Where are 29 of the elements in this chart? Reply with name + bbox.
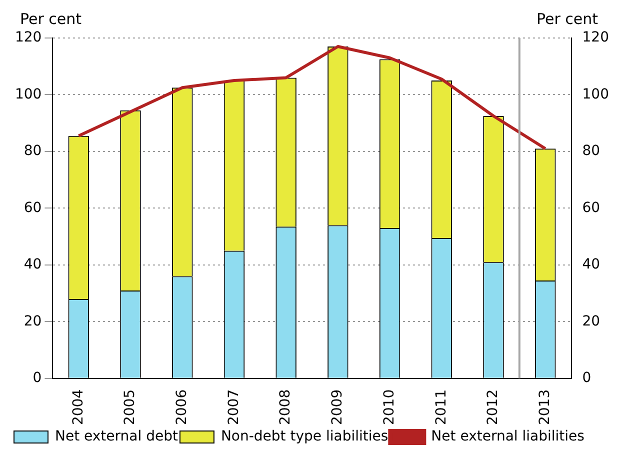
x-tick-label: 2007 bbox=[226, 389, 242, 426]
x-tick-label: 2013 bbox=[536, 389, 553, 426]
x-tick-label: 2011 bbox=[433, 389, 450, 426]
x-tick-label: 2012 bbox=[485, 389, 502, 426]
x-tick-label: 2004 bbox=[70, 389, 86, 426]
y-tick-label: 100 bbox=[14, 86, 42, 102]
y2-axis-title: Per cent bbox=[536, 10, 598, 28]
x-tick-label: 2009 bbox=[330, 389, 346, 426]
x-tick-label: 2010 bbox=[381, 389, 398, 426]
y2-tick-label: 60 bbox=[582, 200, 600, 216]
y2-tick-label: 120 bbox=[582, 30, 610, 46]
y-tick-label: 0 bbox=[32, 370, 42, 386]
y-tick-label: 80 bbox=[24, 143, 42, 160]
y-tick-label: 120 bbox=[14, 30, 42, 46]
legend-label: Net external liabilities bbox=[431, 428, 584, 445]
y-tick-label: 40 bbox=[24, 256, 42, 273]
y-tick-label: 60 bbox=[24, 200, 42, 216]
y2-tick-label: 100 bbox=[582, 86, 610, 102]
x-tick-label: 2008 bbox=[278, 389, 294, 426]
x-tick-label: 2006 bbox=[174, 389, 190, 426]
y2-tick-label: 40 bbox=[582, 256, 600, 273]
y-tick-label: 20 bbox=[24, 313, 42, 330]
legend-label: Non-debt type liabilities bbox=[220, 428, 388, 445]
y-axis-title: Per cent bbox=[20, 10, 82, 28]
legend-label: Net external debt bbox=[55, 428, 178, 445]
y2-tick-label: 0 bbox=[582, 370, 592, 386]
y2-tick-label: 80 bbox=[582, 143, 600, 160]
x-tick-label: 2005 bbox=[122, 389, 138, 426]
y2-tick-label: 20 bbox=[582, 313, 600, 330]
